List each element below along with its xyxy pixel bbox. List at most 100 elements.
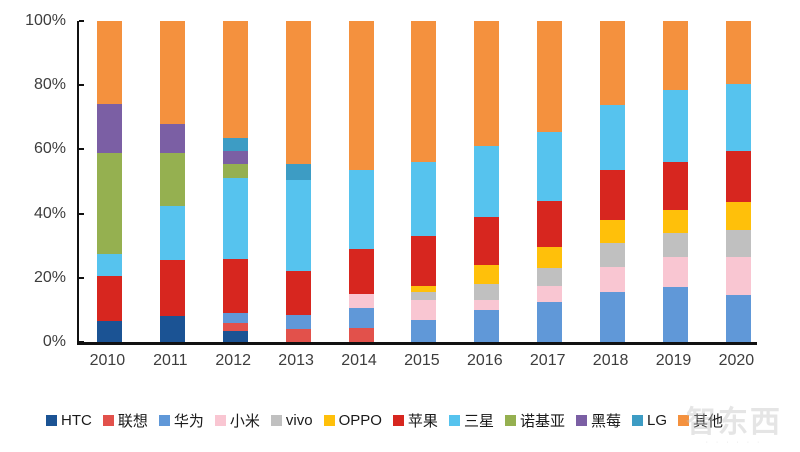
segment-OPPO-2016 [474, 264, 500, 285]
bar-2015 [411, 21, 437, 342]
segment-其他-2013 [285, 21, 311, 164]
segment-OPPO-2020 [725, 202, 751, 230]
bar-2019 [663, 21, 688, 342]
watermark-subtext: · · · · · · [705, 439, 763, 446]
segment-三星-2010 [96, 253, 122, 277]
y-axis-tick-20 [79, 276, 84, 279]
x-axis-label-2016: 2016 [467, 352, 503, 369]
segment-苹果-2012 [222, 258, 248, 314]
legend-label-诺基亚: 诺基亚 [519, 413, 565, 430]
segment-小米-2020 [725, 256, 751, 296]
segment-联想-2012 [222, 322, 248, 331]
x-axis-label-2011: 2011 [153, 352, 188, 369]
bar-2016 [474, 21, 500, 342]
x-axis-label-2020: 2020 [718, 352, 755, 369]
segment-三星-2016 [474, 146, 500, 217]
legend-swatch-vivo [270, 415, 282, 426]
segment-三星-2013 [285, 179, 311, 272]
segment-黑莓-2011 [159, 123, 185, 153]
segment-三星-2011 [159, 205, 185, 261]
segment-vivo-2018 [600, 242, 626, 267]
segment-黑莓-2010 [96, 104, 122, 153]
segment-华为-2018 [600, 292, 626, 342]
segment-OPPO-2019 [663, 210, 688, 233]
legend-swatch-小米 [214, 415, 226, 426]
segment-苹果-2011 [159, 260, 185, 317]
segment-华为-2020 [725, 295, 751, 342]
legend-swatch-联想 [102, 415, 114, 426]
y-axis-tick-0 [79, 341, 84, 343]
segment-vivo-2017 [537, 268, 563, 286]
segment-苹果-2014 [348, 248, 374, 294]
bar-2020 [725, 21, 751, 342]
segment-OPPO-2015 [411, 285, 437, 293]
segment-HTC-2012 [222, 330, 248, 342]
legend-swatch-HTC [46, 415, 57, 426]
segment-小米-2017 [537, 285, 563, 302]
y-axis-label-60: 60% [33, 140, 66, 158]
segment-HTC-2010 [96, 321, 122, 342]
segment-苹果-2010 [96, 276, 122, 322]
y-axis-label-80: 80% [33, 76, 66, 94]
legend-item-LG: LG [631, 412, 667, 429]
legend-label-黑莓: 黑莓 [590, 413, 621, 430]
x-axis-label-2017: 2017 [529, 352, 566, 369]
segment-诺基亚-2011 [159, 152, 185, 206]
legend-label-小米: 小米 [229, 413, 260, 430]
segment-小米-2016 [474, 300, 500, 310]
legend-item-OPPO: OPPO [323, 412, 382, 429]
x-axis-label-2018: 2018 [592, 352, 629, 369]
segment-三星-2019 [663, 90, 688, 163]
segment-vivo-2020 [725, 229, 751, 257]
segment-其他-2016 [474, 21, 500, 147]
segment-vivo-2015 [411, 292, 437, 301]
segment-华为-2013 [285, 314, 311, 330]
legend-swatch-其他 [678, 415, 689, 426]
bar-2010 [96, 21, 122, 342]
segment-HTC-2011 [159, 316, 185, 342]
x-axis-label-2012: 2012 [215, 352, 251, 369]
segment-vivo-2019 [663, 232, 688, 257]
segment-LG-2013 [285, 163, 311, 180]
legend-item-其他: 其他 [678, 410, 723, 431]
legend-swatch-苹果 [392, 415, 404, 426]
segment-苹果-2015 [411, 236, 437, 286]
bar-2017 [537, 21, 563, 342]
segment-三星-2012 [222, 178, 248, 259]
y-axis-label-0: 0% [42, 333, 66, 350]
x-axis-label-2010: 2010 [89, 352, 126, 369]
legend-swatch-华为 [158, 415, 170, 426]
legend-label-苹果: 苹果 [407, 413, 438, 430]
y-axis-tick-60 [79, 148, 84, 151]
legend-label-联想: 联想 [117, 413, 148, 430]
x-axis-label-2013: 2013 [278, 352, 314, 369]
bar-2014 [348, 21, 374, 342]
segment-诺基亚-2010 [96, 152, 122, 254]
x-axis-label-2015: 2015 [404, 352, 440, 369]
segment-华为-2015 [411, 319, 437, 342]
segment-其他-2018 [600, 21, 626, 105]
legend-item-vivo: vivo [270, 412, 313, 429]
legend-label-其他: 其他 [693, 413, 724, 430]
legend-swatch-LG [631, 415, 643, 426]
segment-华为-2016 [474, 309, 500, 342]
legend-item-HTC: HTC [46, 412, 92, 429]
segment-诺基亚-2012 [222, 163, 248, 179]
bar-2018 [600, 21, 626, 342]
segment-华为-2014 [348, 308, 374, 328]
segment-其他-2011 [159, 21, 185, 124]
segment-苹果-2017 [537, 200, 563, 248]
segment-其他-2014 [348, 21, 374, 171]
bar-2011 [159, 21, 185, 342]
segment-苹果-2019 [663, 162, 688, 211]
x-axis-label-2014: 2014 [341, 352, 377, 369]
legend-label-三星: 三星 [463, 413, 494, 430]
legend-item-三星: 三星 [448, 410, 494, 431]
segment-三星-2020 [725, 83, 751, 152]
segment-三星-2017 [537, 131, 563, 201]
segment-三星-2018 [600, 104, 626, 171]
segment-华为-2012 [222, 313, 248, 323]
legend-swatch-三星 [448, 415, 460, 426]
y-axis-tick-40 [79, 212, 84, 215]
